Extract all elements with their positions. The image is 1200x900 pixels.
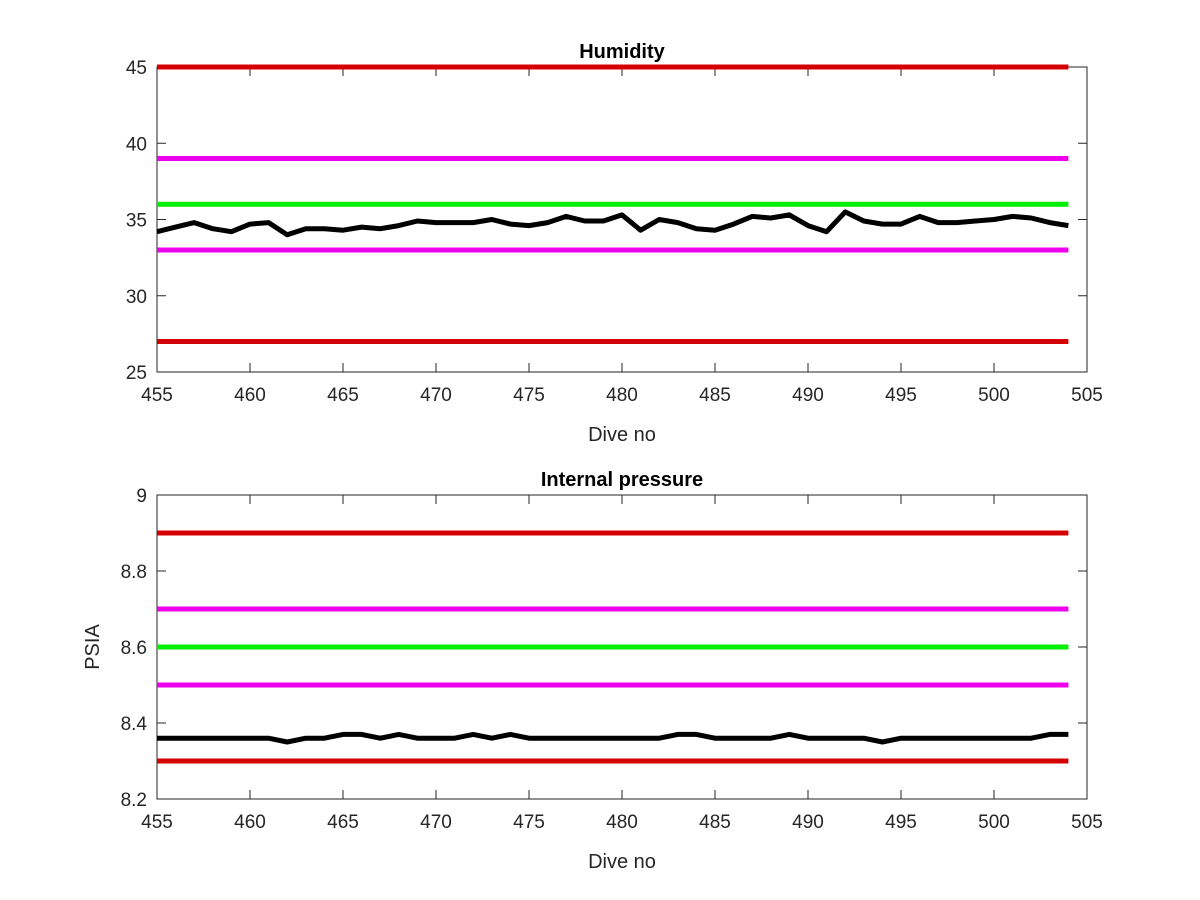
internal-pressure-panel: 455 460 465 470 475 480 485 490 495 500 505 8.2 8.4 8… xyxy=(82,469,1103,873)
internal-pressure-x-tick-label: 465 xyxy=(327,812,359,833)
internal-pressure-data-line xyxy=(157,731,1069,745)
humidity-x-tick-label: 465 xyxy=(327,385,359,406)
internal-pressure-y-tick-label: 9 xyxy=(136,486,147,507)
internal-pressure-y-tick-label: 8.4 xyxy=(121,714,148,735)
humidity-x-tick-label: 485 xyxy=(699,385,731,406)
internal-pressure-x-tick-label: 460 xyxy=(234,812,266,833)
humidity-y-tick-label: 35 xyxy=(126,211,147,232)
humidity-x-tick-label: 470 xyxy=(420,385,452,406)
internal-pressure-x-tick-label: 480 xyxy=(606,812,638,833)
internal-pressure-x-tick-label: 500 xyxy=(978,812,1010,833)
humidity-x-tick-label: 490 xyxy=(792,385,824,406)
internal-pressure-x-tick-label: 475 xyxy=(513,812,545,833)
internal-pressure-y-tick-label: 8.8 xyxy=(121,562,147,583)
internal-pressure-x-tick-label: 485 xyxy=(699,812,731,833)
humidity-y-tick-label: 25 xyxy=(126,363,147,384)
internal-pressure-y-tick-label: 8.2 xyxy=(121,790,147,811)
internal-pressure-x-tick-label: 490 xyxy=(792,812,824,833)
humidity-title: Humidity xyxy=(579,41,665,63)
humidity-x-tick-label: 480 xyxy=(606,385,638,406)
internal-pressure-title: Internal pressure xyxy=(541,469,703,491)
humidity-x-tick-label: 505 xyxy=(1071,385,1103,406)
humidity-data-line xyxy=(156,209,1069,238)
internal-pressure-y-tick-label: 8.6 xyxy=(121,638,147,659)
humidity-x-tick-label: 500 xyxy=(978,385,1010,406)
internal-pressure-x-tick-label: 470 xyxy=(420,812,452,833)
humidity-x-tick-label: 495 xyxy=(885,385,917,406)
humidity-x-tick-label: 455 xyxy=(141,385,173,406)
internal-pressure-x-tick-label: 455 xyxy=(141,812,173,833)
internal-pressure-x-axis-label: Dive no xyxy=(588,851,656,873)
humidity-axes-box xyxy=(156,66,1088,373)
humidity-y-tick-label: 30 xyxy=(126,287,147,308)
internal-pressure-x-tick-label: 505 xyxy=(1071,812,1103,833)
humidity-y-tick-label: 45 xyxy=(126,58,147,79)
humidity-panel: 455 460 465 470 475 480 485 490 495 500 505 25 30 35 4… xyxy=(126,41,1103,446)
internal-pressure-x-tick-label: 495 xyxy=(885,812,917,833)
internal-pressure-y-axis-label: PSIA xyxy=(82,624,104,670)
humidity-y-tick-label: 40 xyxy=(126,134,147,155)
humidity-x-tick-label: 475 xyxy=(513,385,545,406)
humidity-x-axis-label: Dive no xyxy=(588,424,656,446)
humidity-x-tick-label: 460 xyxy=(234,385,266,406)
